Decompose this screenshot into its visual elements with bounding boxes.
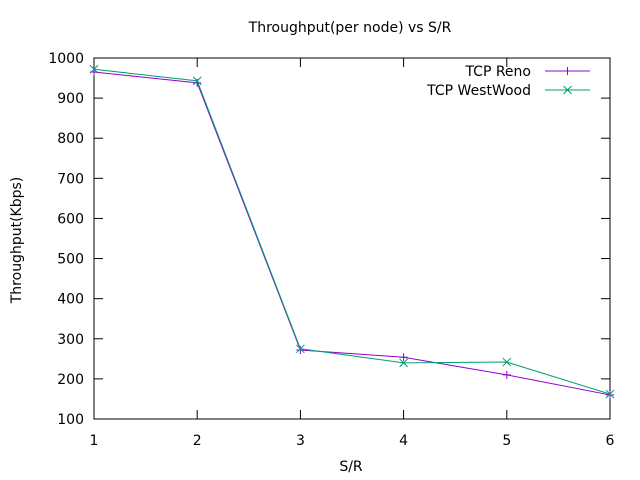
data-point bbox=[296, 346, 305, 355]
plot-frame bbox=[93, 57, 611, 420]
legend-label: TCP WestWood bbox=[426, 83, 531, 99]
x-tick-label: 5 bbox=[502, 433, 511, 449]
legend-item: TCP WestWood bbox=[426, 83, 590, 99]
marker-stroke bbox=[192, 76, 202, 86]
legend-marker bbox=[563, 67, 572, 75]
series-line bbox=[93, 71, 611, 396]
data-point bbox=[296, 344, 305, 354]
legend-label: TCP Reno bbox=[464, 64, 531, 80]
y-tick-label: 500 bbox=[57, 252, 84, 268]
series-layer bbox=[89, 64, 615, 399]
series-tcp-reno bbox=[90, 68, 614, 399]
x-tick-label: 3 bbox=[296, 433, 305, 449]
data-point bbox=[502, 357, 512, 367]
y-tick-label: 900 bbox=[57, 91, 84, 107]
x-tick-label: 1 bbox=[90, 433, 99, 449]
y-tick-label: 100 bbox=[57, 412, 84, 428]
y-tick-label: 800 bbox=[57, 131, 84, 147]
y-tick-label: 600 bbox=[57, 211, 84, 227]
data-point bbox=[502, 370, 511, 379]
y-axis-label: Throughput(Kbps) bbox=[9, 177, 25, 305]
data-point bbox=[399, 353, 408, 362]
x-tick-label: 6 bbox=[606, 433, 615, 449]
marker-stroke bbox=[89, 64, 99, 74]
marker-stroke bbox=[605, 389, 615, 399]
data-point bbox=[399, 358, 408, 368]
axes: 100 200 300 400 500 600 700 800 900 1000 1 2 3 4 5 6 bbox=[48, 51, 614, 449]
data-point bbox=[606, 390, 614, 399]
marker-stroke bbox=[399, 358, 408, 368]
marker-stroke bbox=[563, 85, 572, 95]
y-tick-label: 200 bbox=[57, 372, 84, 388]
series-line bbox=[93, 68, 611, 395]
y-tick-label: 400 bbox=[57, 292, 84, 308]
marker-stroke bbox=[296, 344, 305, 354]
y-tick-label: 1000 bbox=[48, 51, 84, 67]
y-tick-label: 700 bbox=[57, 171, 84, 187]
data-point bbox=[605, 389, 615, 399]
legend-marker bbox=[563, 85, 572, 95]
x-tick-label: 2 bbox=[193, 433, 202, 449]
data-point bbox=[192, 76, 202, 86]
x-tick-label: 4 bbox=[399, 433, 408, 449]
chart-title: Throughput(per node) vs S/R bbox=[248, 20, 452, 36]
y-tick-label: 300 bbox=[57, 332, 84, 348]
marker-stroke bbox=[502, 357, 512, 367]
series-tcp-westwood bbox=[89, 64, 615, 399]
legend: TCP Reno TCP WestWood bbox=[426, 64, 590, 99]
data-point bbox=[89, 64, 99, 74]
legend-item: TCP Reno bbox=[464, 64, 590, 80]
x-axis-label: S/R bbox=[339, 459, 363, 475]
